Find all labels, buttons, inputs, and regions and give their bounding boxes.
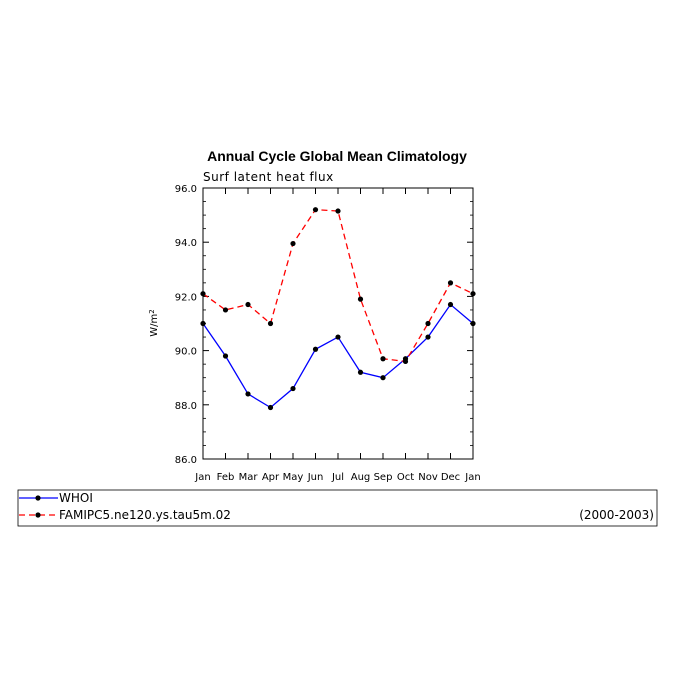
series-group bbox=[200, 207, 476, 411]
legend-period: (2000-2003) bbox=[579, 508, 654, 522]
y-tick-label: 96.0 bbox=[175, 184, 197, 195]
y-tick-label: 88.0 bbox=[175, 401, 197, 412]
data-point-1-4 bbox=[290, 240, 296, 247]
x-tick-label: Jun bbox=[307, 472, 324, 483]
legend-entry-whoi: WHOI bbox=[19, 491, 93, 505]
x-tick-label: Oct bbox=[397, 472, 414, 483]
x-tick-label: Feb bbox=[217, 472, 235, 483]
data-point-0-7 bbox=[357, 369, 364, 375]
data-point-0-10 bbox=[425, 334, 431, 340]
series-line-0 bbox=[202, 303, 474, 409]
data-point-1-6 bbox=[335, 208, 341, 214]
data-point-1-7 bbox=[357, 296, 364, 302]
x-tick-label: Jan bbox=[464, 472, 480, 483]
x-tick-label: Aug bbox=[351, 472, 371, 483]
x-tick-label: Dec bbox=[441, 472, 460, 483]
legend-entry-famip: FAMIPC5.ne120.ys.tau5m.02 bbox=[19, 508, 231, 522]
legend: WHOI FAMIPC5.ne120.ys.tau5m.02 (2000-200… bbox=[17, 489, 658, 527]
y-tick-label: 86.0 bbox=[175, 455, 197, 466]
chart-title: Annual Cycle Global Mean Climatology bbox=[207, 148, 467, 164]
y-tick-label: 92.0 bbox=[175, 292, 197, 303]
data-point-1-10 bbox=[425, 320, 431, 327]
data-point-0-6 bbox=[335, 334, 341, 340]
x-tick-label: Jan bbox=[194, 472, 210, 483]
data-point-0-1 bbox=[222, 353, 229, 359]
data-point-0-4 bbox=[290, 385, 296, 392]
data-point-1-1 bbox=[222, 307, 229, 313]
x-tick-label: Sep bbox=[374, 472, 393, 483]
legend-box bbox=[17, 489, 658, 527]
plot-frame bbox=[202, 187, 474, 460]
y-axis-label-sup: 2 bbox=[148, 309, 156, 313]
y-axis: 86.0 88.0 90.0 92.0 94.0 96.0 bbox=[175, 184, 473, 466]
data-point-0-12 bbox=[470, 320, 476, 327]
data-point-1-11 bbox=[447, 280, 454, 286]
y-tick-label: 94.0 bbox=[175, 238, 197, 249]
data-point-1-5 bbox=[312, 207, 319, 213]
data-point-1-9 bbox=[402, 358, 409, 365]
legend-marker-famip bbox=[35, 512, 41, 518]
x-tick-label: Nov bbox=[418, 472, 438, 483]
data-point-1-8 bbox=[380, 356, 386, 362]
x-tick-label: Jul bbox=[331, 472, 344, 483]
data-point-1-3 bbox=[267, 320, 274, 327]
data-point-1-12 bbox=[470, 291, 476, 297]
x-tick-label: May bbox=[283, 472, 304, 483]
data-point-0-11 bbox=[447, 301, 454, 308]
y-tick-label: 90.0 bbox=[175, 347, 197, 358]
x-tick-label: Apr bbox=[262, 472, 280, 483]
data-point-0-3 bbox=[267, 404, 274, 411]
x-tick-label: Mar bbox=[239, 472, 259, 483]
data-point-0-8 bbox=[380, 375, 386, 381]
legend-label-famip: FAMIPC5.ne120.ys.tau5m.02 bbox=[59, 508, 231, 522]
data-point-0-2 bbox=[245, 391, 251, 397]
legend-marker-whoi bbox=[35, 495, 41, 501]
chart-subtitle: Surf latent heat flux bbox=[203, 170, 334, 184]
x-axis: Jan Feb Mar Apr May Jun Jul Aug Sep Oct Nov Dec Jan bbox=[194, 188, 481, 483]
plot-area: 86.0 88.0 90.0 92.0 94.0 96.0 Jan Feb Mar Apr May… bbox=[175, 184, 481, 483]
legend-label-whoi: WHOI bbox=[59, 491, 93, 505]
data-point-1-2 bbox=[245, 301, 251, 308]
y-axis-label: W/m2 bbox=[148, 309, 160, 336]
data-point-0-5 bbox=[312, 346, 319, 352]
data-point-1-0 bbox=[200, 291, 206, 297]
data-point-0-0 bbox=[200, 320, 206, 327]
